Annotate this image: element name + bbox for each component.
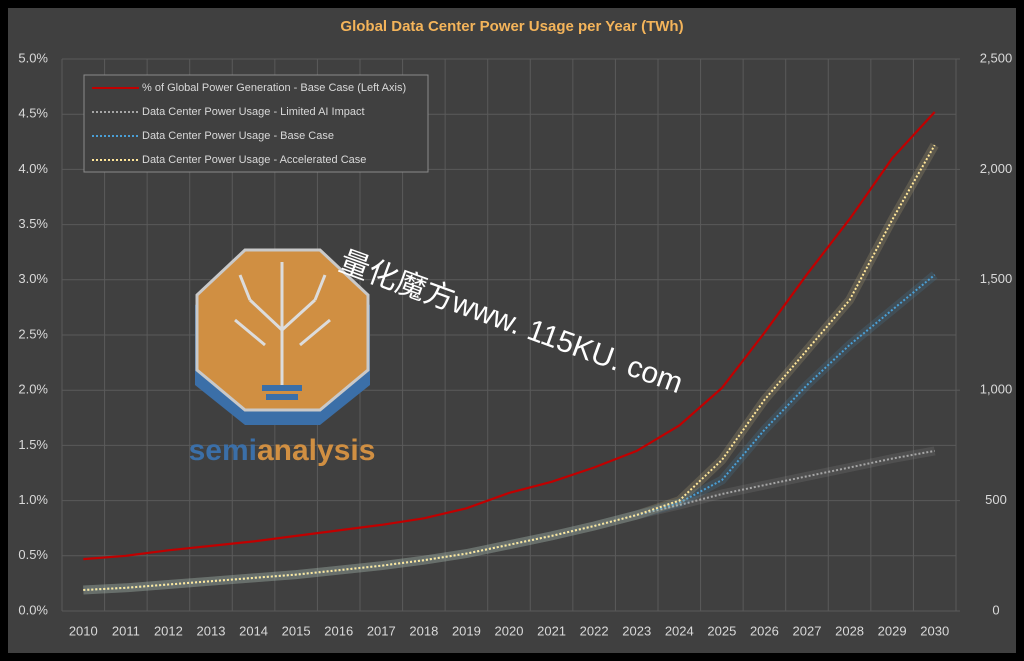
y-tick-label: 1.5% <box>18 437 48 452</box>
y-tick-label: 2.0% <box>18 382 48 397</box>
x-tick-label: 2018 <box>409 623 438 638</box>
y-tick-label: 0.0% <box>18 602 48 617</box>
series-line <box>83 144 936 591</box>
y-tick-label: 0.5% <box>18 547 48 562</box>
y-tick-label: 3.0% <box>18 271 48 286</box>
logo-semi: semi <box>189 434 257 467</box>
x-tick-label: 2022 <box>580 623 609 638</box>
legend-label: Data Center Power Usage - Accelerated Ca… <box>142 154 366 166</box>
x-tick-label: 2028 <box>835 623 864 638</box>
legend-box <box>83 74 429 173</box>
x-tick-label: 2014 <box>239 623 268 638</box>
legend-label: Data Center Power Usage - Limited AI Imp… <box>142 106 365 118</box>
y2-tick-label: 2,000 <box>980 161 1013 176</box>
y2-tick-label: 0 <box>992 602 999 617</box>
x-tick-label: 2015 <box>282 623 311 638</box>
y-tick-label: 1.0% <box>18 492 48 507</box>
chart-title: Global Data Center Power Usage per Year … <box>340 18 683 35</box>
x-tick-label: 2011 <box>112 623 140 638</box>
legend-label: Data Center Power Usage - Base Case <box>142 130 334 142</box>
x-tick-label: 2013 <box>197 623 226 638</box>
x-tick-label: 2019 <box>452 623 481 638</box>
x-tick-label: 2025 <box>707 623 736 638</box>
y-tick-label: 5.0% <box>18 50 48 65</box>
y2-tick-label: 2,500 <box>980 50 1013 65</box>
x-tick-label: 2020 <box>495 623 524 638</box>
y2-tick-label: 1,000 <box>980 382 1013 397</box>
logo-text: semianalysis <box>189 434 376 467</box>
x-tick-label: 2027 <box>793 623 822 638</box>
x-tick-label: 2029 <box>878 623 907 638</box>
x-tick-label: 2012 <box>154 623 183 638</box>
y-tick-label: 4.0% <box>18 161 48 176</box>
x-tick-label: 2010 <box>69 623 98 638</box>
x-tick-label: 2021 <box>537 623 566 638</box>
y2-tick-label: 1,500 <box>980 271 1013 286</box>
series-line <box>83 111 936 561</box>
y2-tick-label: 500 <box>985 492 1007 507</box>
x-tick-label: 2024 <box>665 623 694 638</box>
x-tick-label: 2023 <box>622 623 651 638</box>
logo: semianalysis <box>189 248 376 467</box>
legend-label: % of Global Power Generation - Base Case… <box>142 82 406 94</box>
x-tick-label: 2017 <box>367 623 396 638</box>
x-tick-label: 2016 <box>324 623 353 638</box>
x-tick-label: 2026 <box>750 623 779 638</box>
y-tick-label: 4.5% <box>18 106 48 121</box>
y-tick-label: 2.5% <box>18 326 48 341</box>
x-tick-label: 2030 <box>920 623 949 638</box>
logo-analysis: analysis <box>257 434 375 467</box>
y-tick-label: 3.5% <box>18 216 48 231</box>
